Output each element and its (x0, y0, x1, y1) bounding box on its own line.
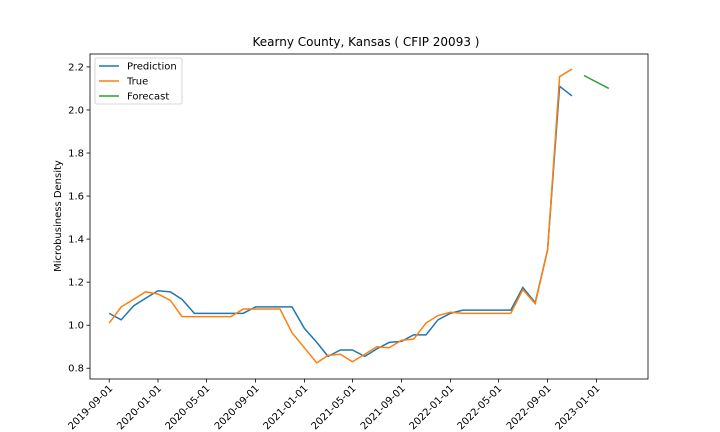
y-tick-label: 1.0 (68, 321, 84, 332)
chart-title: Kearny County, Kansas ( CFIP 20093 ) (253, 35, 480, 49)
y-tick-label: 1.2 (68, 278, 84, 289)
plot-area (89, 53, 649, 380)
legend-label-prediction: Prediction (127, 62, 177, 73)
y-axis-label: Microbusiness Density (53, 160, 64, 272)
series-line-prediction (108, 84, 573, 358)
series-line-true (108, 68, 573, 364)
legend: Prediction True Forecast (94, 57, 183, 105)
legend-label-forecast: Forecast (127, 92, 169, 103)
y-tick-label: 1.8 (68, 149, 84, 160)
y-axis: 0.8 1.0 1.2 1.4 1.6 1.8 2.0 2.2 (68, 62, 90, 375)
legend-box (94, 57, 183, 105)
y-tick-label: 0.8 (68, 364, 84, 375)
series-layer (108, 68, 610, 364)
y-tick-label: 2.0 (68, 105, 84, 116)
y-tick-label: 1.6 (68, 192, 84, 203)
series-line-forecast (583, 74, 610, 90)
y-tick-label: 1.4 (68, 235, 84, 246)
legend-label-true: True (126, 77, 148, 88)
y-tick-label: 2.2 (68, 62, 84, 73)
